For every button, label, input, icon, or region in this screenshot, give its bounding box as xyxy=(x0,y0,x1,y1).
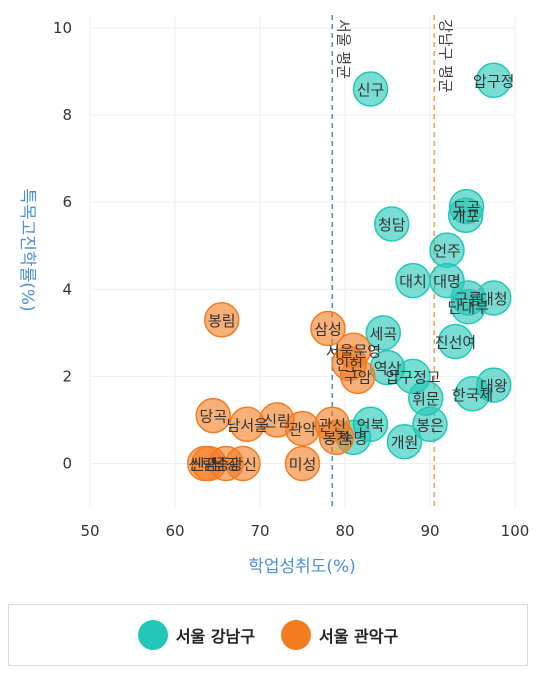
data-point-label: 구암 xyxy=(344,368,372,386)
data-point xyxy=(284,445,321,482)
data-point xyxy=(447,197,484,234)
x-tick-label: 100 xyxy=(501,522,530,540)
data-point-label: 봉은 xyxy=(416,416,444,434)
x-tick-label: 90 xyxy=(420,522,439,540)
data-point xyxy=(352,71,389,107)
legend-label-gangnam: 서울 강남구 xyxy=(175,627,255,646)
data-point-label: 언주 xyxy=(433,242,461,260)
data-point xyxy=(310,310,346,347)
data-point-label: 구룡 xyxy=(454,290,482,308)
data-point xyxy=(195,397,231,434)
y-tick-label: 8 xyxy=(62,106,72,124)
data-point-label: 세곡 xyxy=(369,325,397,343)
legend-swatch-gangnam xyxy=(137,620,168,650)
data-point-label: 남서울 xyxy=(227,416,268,434)
data-point-label: 개포 xyxy=(452,207,480,225)
data-point-label: 압구정 xyxy=(473,72,514,90)
x-tick-label: 80 xyxy=(335,522,354,540)
data-point-label: 신관 xyxy=(191,455,219,473)
y-axis-title: 특목고진학률(%) xyxy=(17,188,37,311)
data-point-label: 도곡 xyxy=(453,199,481,217)
y-tick-label: 10 xyxy=(53,19,72,37)
y-tick-label: 6 xyxy=(62,193,72,211)
data-point-label: 봉천 xyxy=(323,429,351,447)
data-point-label: 당곡 xyxy=(199,408,227,426)
data-point-label: 압구정고 xyxy=(385,368,440,386)
data-point-label: 대치 xyxy=(399,273,427,291)
data-point-label: 숙명 xyxy=(340,429,368,447)
data-point-label: 단대부 xyxy=(448,299,490,317)
data-point-label: 대왕 xyxy=(480,377,508,395)
data-point-label: 인헌 xyxy=(335,355,363,373)
data-point-label: 언북 xyxy=(357,416,385,434)
x-tick-label: 50 xyxy=(80,522,99,540)
data-point-label: 신구 xyxy=(357,81,385,99)
data-point xyxy=(340,358,376,395)
grid xyxy=(89,15,516,507)
data-point xyxy=(318,419,355,456)
data-point-label: 진선여 xyxy=(435,334,476,352)
data-point-label: 광신 xyxy=(229,455,257,473)
data-point-label: 개원 xyxy=(391,434,419,452)
x-axis-title: 학업성취도(%) xyxy=(248,557,356,577)
reference-line-label: 서울 평균 xyxy=(334,19,352,79)
data-point-label: 관악 xyxy=(289,421,317,439)
legend-swatch-gwanak xyxy=(281,620,311,650)
reference-line-label: 강남구 평균 xyxy=(436,19,454,93)
data-point-label: 신림중 xyxy=(188,455,229,473)
data-point xyxy=(365,315,401,351)
axes: 50 60 70 80 90 100 0 2 4 6 8 10 xyxy=(53,19,529,540)
data-point-label: 미성 xyxy=(289,455,317,473)
data-point xyxy=(374,206,410,242)
data-point-label: 대명 xyxy=(433,273,461,291)
data-point-label: 봉림 xyxy=(208,312,236,330)
data-point-label: 대청 xyxy=(480,290,508,308)
legend: 서울 강남구 서울 관악구 xyxy=(8,604,528,666)
data-point-label: 서울문영 xyxy=(326,342,381,360)
data-point-label: 삼성 xyxy=(314,320,342,338)
data-point xyxy=(437,323,474,360)
legend-label-gwanak: 서울 관악구 xyxy=(319,627,399,646)
x-tick-label: 60 xyxy=(165,522,184,540)
data-point-label: 역삼 xyxy=(374,360,402,378)
data-point-label: 한국체 xyxy=(452,386,493,404)
data-point-label: 관신 xyxy=(318,416,346,434)
legend-item-gangnam[interactable]: 서울 강남구 xyxy=(137,620,255,650)
data-point-label: 남강 xyxy=(212,455,240,473)
data-point xyxy=(204,302,240,338)
x-tick-label: 70 xyxy=(250,522,269,540)
data-point xyxy=(412,406,448,443)
data-point xyxy=(454,376,491,412)
y-tick-label: 4 xyxy=(62,280,72,298)
data-point-label: 휘문 xyxy=(412,390,440,408)
data-point-label: 청담 xyxy=(378,216,406,234)
data-point xyxy=(386,423,423,460)
data-point-label: 신림 xyxy=(263,412,291,430)
y-tick-label: 2 xyxy=(62,367,72,385)
data-point xyxy=(225,445,261,482)
legend-item-gwanak[interactable]: 서울 관악구 xyxy=(281,620,398,650)
data-point xyxy=(450,288,486,325)
data-point xyxy=(476,62,512,99)
y-tick-label: 0 xyxy=(62,454,72,472)
